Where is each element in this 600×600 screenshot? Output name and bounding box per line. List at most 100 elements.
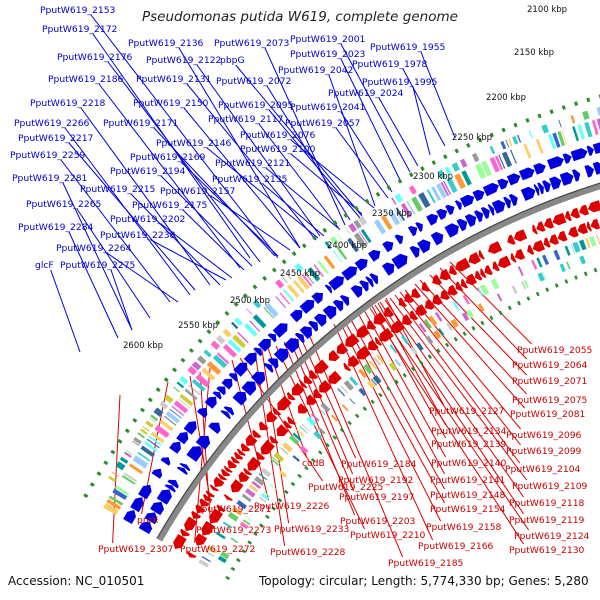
feature-band: [236, 500, 247, 510]
feature-band: [395, 207, 406, 221]
feature-band: [119, 456, 129, 464]
reverse-gene-arrow: [194, 533, 208, 546]
feature-band: [394, 193, 404, 203]
tick-mark: [103, 460, 109, 466]
forward-gene-leader-line: [60, 159, 171, 303]
forward-gene-leader-line: [210, 195, 291, 251]
feature-band: [415, 342, 424, 352]
reverse-gene-arrow: [513, 229, 528, 242]
reverse-gene-arrow: [356, 345, 371, 360]
reverse-gene-arrow: [374, 336, 382, 346]
feature-band: [317, 427, 326, 435]
reverse-gene-arrow: [313, 389, 323, 399]
reverse-gene-label: PputW619_2166: [418, 541, 494, 552]
reverse-gene-label: PputW619_2130: [509, 545, 585, 556]
forward-gene-arrow: [138, 484, 152, 500]
forward-gene-arrow: [273, 348, 289, 363]
reverse-gene-arrow: [286, 392, 296, 401]
forward-gene-arrow: [332, 299, 344, 312]
forward-gene-label: PputW619_2153: [40, 5, 116, 16]
feature-band: [299, 425, 308, 434]
reverse-gene-arrow: [577, 223, 589, 235]
feature-band: [490, 278, 500, 290]
feature-band: [103, 502, 119, 515]
reverse-gene-arrow: [221, 468, 231, 477]
tick-mark: [501, 127, 506, 133]
forward-gene-arrow: [156, 489, 172, 505]
feature-band: [337, 233, 343, 241]
feature-band: [523, 143, 532, 159]
reverse-gene-arrow: [328, 370, 342, 384]
kbp-label: 2400 kbp: [327, 241, 367, 251]
reverse-gene-arrow: [579, 204, 590, 216]
reverse-gene-arrow: [195, 504, 206, 514]
reverse-gene-arrow: [201, 520, 215, 536]
forward-gene-arrow: [491, 199, 506, 214]
reverse-gene-arrow: [266, 411, 278, 422]
reverse-gene-arrow: [191, 510, 202, 519]
reverse-gene-arrow: [277, 395, 292, 411]
reverse-gene-arrow: [356, 325, 370, 338]
feature-band: [358, 387, 367, 397]
reverse-gene-arrow: [259, 421, 269, 431]
feature-band: [187, 365, 198, 376]
tick-mark: [507, 305, 512, 311]
reverse-gene-leader-line: [261, 349, 290, 524]
feature-band: [114, 485, 130, 496]
feature-band: [510, 149, 517, 164]
feature-band: [542, 271, 547, 280]
feature-band: [258, 473, 268, 481]
reverse-gene-label: PputW619_2273: [196, 525, 272, 536]
tick-mark: [230, 566, 236, 571]
forward-gene-arrow: [350, 285, 363, 298]
forward-gene-arrow: [426, 213, 439, 226]
feature-band: [474, 163, 487, 180]
tick-mark: [110, 449, 116, 455]
forward-gene-arrow: [570, 148, 588, 162]
feature-band: [498, 154, 506, 169]
feature-band: [108, 475, 117, 483]
reverse-gene-arrow: [432, 274, 442, 285]
feature-band: [159, 419, 174, 432]
reverse-gene-arrow: [399, 297, 407, 308]
feature-band: [292, 432, 302, 441]
feature-band: [201, 556, 211, 563]
feature-band: [137, 432, 145, 439]
forward-gene-arrow: [482, 182, 499, 197]
reverse-gene-arrow: [544, 217, 555, 229]
reverse-gene-arrow: [461, 278, 468, 289]
tick-mark: [549, 109, 554, 115]
feature-band: [254, 476, 265, 486]
forward-gene-label: PputW619_2238: [100, 230, 176, 241]
forward-gene-label: PputW619_2186: [48, 74, 124, 85]
forward-gene-arrow: [417, 239, 431, 254]
tick-mark: [172, 367, 177, 373]
tick-mark: [243, 293, 248, 299]
feature-band: [372, 375, 382, 385]
feature-band: [306, 416, 317, 427]
feature-band: [246, 308, 253, 315]
feature-band: [163, 415, 177, 426]
feature-band: [307, 267, 321, 282]
feature-band: [313, 264, 324, 278]
tick-mark: [386, 386, 391, 391]
feature-band: [481, 160, 492, 177]
feature-band: [459, 158, 468, 168]
feature-band: [477, 287, 484, 297]
feature-band: [159, 400, 169, 410]
tick-mark: [480, 320, 485, 326]
forward-gene-leader-line: [328, 74, 376, 207]
forward-gene-leader-line: [290, 153, 363, 215]
tick-mark: [325, 442, 330, 448]
kbp-label: 2300 kbp: [413, 172, 453, 182]
feature-band: [252, 314, 267, 329]
forward-gene-arrow: [472, 189, 485, 202]
reverse-gene-arrow: [213, 476, 225, 487]
tick-mark: [593, 267, 598, 273]
feature-band: [260, 493, 270, 501]
forward-gene-label: PputW619_2146: [156, 138, 232, 149]
forward-gene-arrow: [562, 153, 572, 164]
forward-gene-arrow: [407, 226, 418, 237]
reverse-gene-arrow: [379, 327, 394, 342]
reverse-gene-leader-line: [363, 309, 447, 458]
